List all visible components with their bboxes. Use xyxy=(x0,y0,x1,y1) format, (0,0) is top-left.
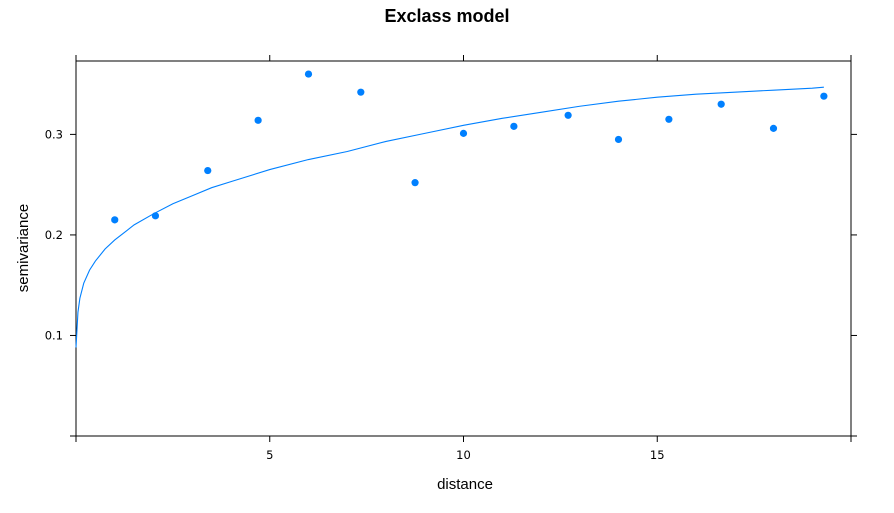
data-point xyxy=(111,216,119,224)
data-point xyxy=(204,166,212,175)
axis-ticks: 5 10 15 0.1 0.2 0.3 xyxy=(45,55,857,462)
data-point xyxy=(614,135,623,144)
data-point xyxy=(717,100,725,108)
y-tick-label: 0.1 xyxy=(45,328,63,342)
data-point xyxy=(411,179,419,187)
x-axis-label: distance xyxy=(437,476,493,493)
data-point xyxy=(151,212,160,220)
plot-frame xyxy=(75,60,852,437)
chart-title: Exclass model xyxy=(384,6,509,26)
x-tick-label: 15 xyxy=(650,448,665,462)
data-point xyxy=(564,111,572,119)
y-tick-label: 0.3 xyxy=(45,127,63,141)
fitted-model-line xyxy=(75,86,824,348)
data-point xyxy=(357,88,365,96)
data-point xyxy=(769,124,778,132)
data-point xyxy=(510,122,518,130)
data-point xyxy=(665,115,673,123)
y-axis-label: semivariance xyxy=(15,204,32,292)
x-tick-label: 10 xyxy=(456,448,471,462)
data-point xyxy=(459,129,468,137)
x-tick-label: 5 xyxy=(266,448,273,462)
y-tick-label: 0.2 xyxy=(45,228,63,242)
data-point xyxy=(304,70,313,78)
data-point xyxy=(254,116,262,124)
data-point xyxy=(820,92,828,100)
data-points-layer xyxy=(111,70,828,224)
fitted-curve-layer xyxy=(75,86,824,348)
